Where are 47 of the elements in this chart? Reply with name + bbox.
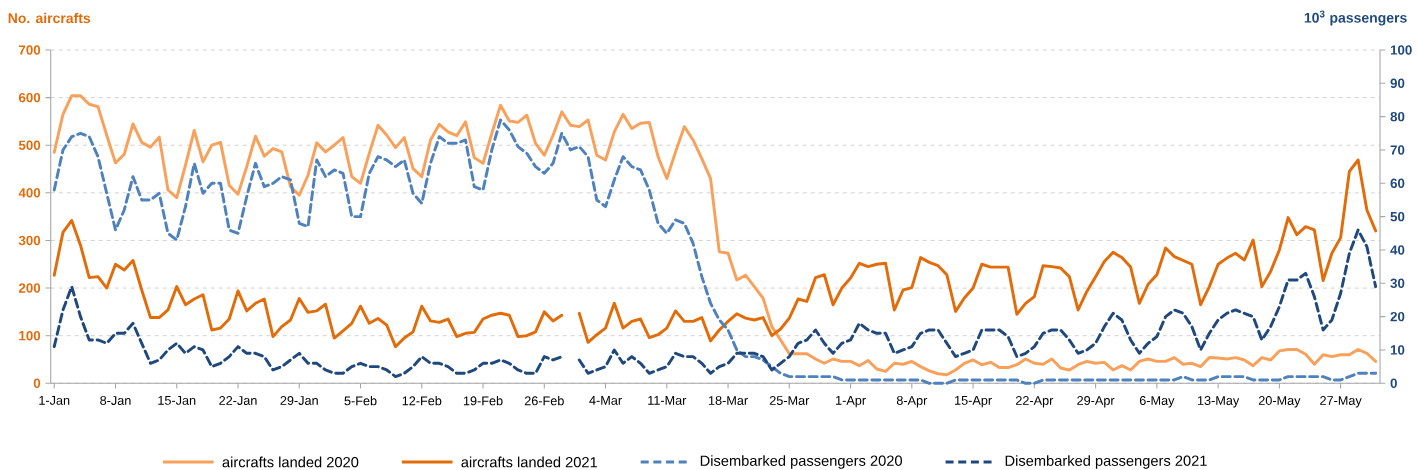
x-tick-label: 27-May xyxy=(1320,396,1362,408)
y2-tick-label: 50 xyxy=(1390,211,1405,222)
y-tick-label: 500 xyxy=(18,140,41,150)
x-tick-label: 20-May xyxy=(1258,396,1301,408)
y-tick-label: 300 xyxy=(18,235,41,246)
x-tick-label: 8-Apr xyxy=(896,396,928,408)
legend-label: aircrafts landed 2021 xyxy=(461,456,598,468)
x-tick-label: 13-May xyxy=(1197,396,1240,408)
x-tick-label: 18-Mar xyxy=(708,396,748,405)
y2-axis-title: 10$^{3}$ passengers xyxy=(1304,10,1407,26)
legend-label: aircrafts landed 2020 xyxy=(222,456,359,468)
x-tick-label: 5-Feb xyxy=(344,396,377,406)
x-tick-label: 11-Mar xyxy=(648,396,687,405)
y-tick-label: 100 xyxy=(19,330,41,341)
x-tick-label: 22-Apr xyxy=(1015,396,1054,408)
x-tick-label: 6-May xyxy=(1139,396,1175,408)
y2-tick-label: 20 xyxy=(1390,311,1405,322)
x-tick-label: 1-Apr xyxy=(836,396,866,408)
y2-tick-label: 100 xyxy=(1390,45,1412,55)
y2-tick-label: 40 xyxy=(1390,245,1405,255)
x-tick-label: 1-Jan xyxy=(39,396,70,405)
y2-tick-label: 30 xyxy=(1390,278,1405,289)
x-tick-label: 29-Apr xyxy=(1077,396,1115,408)
y-tick-label: 700 xyxy=(19,45,41,55)
x-tick-label: 12-Feb xyxy=(402,396,442,406)
y-tick-label: 200 xyxy=(18,283,41,293)
y-tick-label: 400 xyxy=(18,188,41,198)
y2-tick-label: 10 xyxy=(1390,345,1405,355)
y2-tick-label: 60 xyxy=(1390,178,1405,189)
x-tick-label: 15-Jan xyxy=(158,396,196,405)
y2-tick-label: 0 xyxy=(1390,378,1397,389)
x-tick-label: 15-Apr xyxy=(955,396,992,408)
y-tick-label: 600 xyxy=(18,92,41,103)
y-axis-title: No. aircrafts xyxy=(8,12,91,24)
x-tick-label: 19-Feb xyxy=(463,396,503,406)
legend-label: Disembarked passengers 2021 xyxy=(1005,455,1207,469)
legend-label: Disembarked passengers 2020 xyxy=(700,455,902,469)
x-tick-label: 4-Mar xyxy=(589,396,622,405)
y2-tick-label: 90 xyxy=(1390,78,1405,89)
x-tick-label: 22-Jan xyxy=(219,396,257,405)
y-tick-label: 0 xyxy=(33,378,41,389)
y2-tick-label: 70 xyxy=(1390,145,1405,155)
x-tick-label: 8-Jan xyxy=(100,396,131,405)
x-tick-label: 25-Mar xyxy=(769,396,810,405)
x-tick-label: 29-Jan xyxy=(280,396,318,405)
y2-tick-label: 80 xyxy=(1390,111,1405,122)
x-tick-label: 26-Feb xyxy=(524,396,564,406)
